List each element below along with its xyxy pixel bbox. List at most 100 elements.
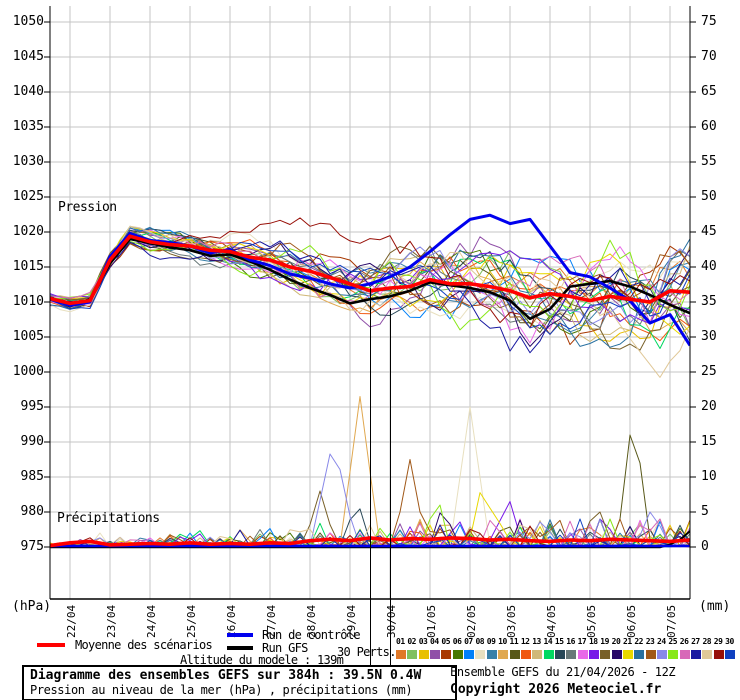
mean-legend-line — [37, 643, 65, 647]
pert-color-swatch — [509, 650, 520, 659]
precip-tick-label: 40 — [701, 259, 717, 274]
pressure-tick-label: 1005 — [12, 329, 44, 344]
pert-number: 19 — [600, 637, 609, 646]
pressure-tick-label: 990 — [20, 434, 44, 449]
pressure-tick-label: 1025 — [12, 189, 44, 204]
precip-tick-label: 45 — [701, 224, 717, 239]
pert-color-swatch — [498, 650, 509, 659]
diagram-title: Diagramme des ensembles GEFS sur 384h : … — [30, 668, 422, 683]
pert-color-swatch — [702, 650, 713, 659]
date-tick-label: 02/05 — [465, 604, 478, 638]
pert-number: 28 — [702, 637, 712, 646]
pert-color-swatch — [452, 650, 463, 659]
diagram-title-box: Diagramme des ensembles GEFS sur 384h : … — [22, 665, 457, 700]
time-marker-lines — [370, 288, 391, 666]
pert-number: 03 — [418, 637, 428, 646]
pert-number: 20 — [611, 637, 621, 646]
precipitation-section-label: Précipitations — [57, 511, 160, 526]
pert-color-swatch — [600, 650, 611, 659]
pressure-tick-label: 1050 — [12, 14, 44, 29]
pert-number: 11 — [509, 637, 519, 646]
pert-color-swatch — [396, 650, 406, 659]
pert-number: 18 — [588, 637, 598, 646]
pert-color-swatch — [634, 650, 645, 659]
pert-color-swatch — [418, 650, 429, 659]
pert-number: 08 — [475, 637, 485, 646]
pert-number: 22 — [634, 637, 643, 646]
pert-number: 09 — [486, 637, 496, 646]
pert-color-swatch — [486, 650, 497, 659]
mean-legend-label: Moyenne des scénarios — [75, 638, 213, 652]
pert-color-swatch — [430, 650, 441, 659]
pressure-tick-label: 1035 — [12, 119, 44, 134]
pert-number: 10 — [498, 637, 507, 646]
date-tick-label: 25/04 — [185, 604, 198, 638]
pert-number: 04 — [430, 637, 439, 646]
pressure-tick-label: 1045 — [12, 49, 44, 64]
gfs-legend-label: Run GFS — [262, 641, 308, 655]
pert-color-swatch — [464, 650, 475, 659]
pert-number: 01 — [396, 637, 405, 646]
precip-tick-label: 15 — [701, 434, 717, 449]
date-tick-label: 04/05 — [545, 604, 558, 638]
pert-color-swatch — [566, 650, 577, 659]
pressure-tick-label: 1000 — [12, 364, 44, 379]
date-tick-label: 05/05 — [585, 604, 598, 638]
pert-number: 16 — [566, 637, 575, 646]
pert-number: 15 — [554, 637, 564, 646]
pressure-tick-label: 1015 — [12, 259, 44, 274]
pressure-tick-label: 985 — [20, 469, 44, 484]
pert-color-swatch — [657, 650, 668, 659]
precip-tick-label: 10 — [701, 469, 717, 484]
right-axis-unit: (mm) — [699, 599, 731, 614]
pert-color-swatch — [668, 650, 679, 659]
pert-number: 17 — [577, 637, 587, 646]
pressure-tick-label: 1040 — [12, 84, 44, 99]
pert-color-swatch — [407, 650, 418, 659]
pert-number: 30 — [725, 637, 734, 646]
pressure-tick-label: 995 — [20, 399, 44, 414]
control-legend-line — [227, 633, 253, 637]
run-info-label: Ensemble GEFS du 21/04/2026 - 12Z — [450, 665, 676, 679]
date-tick-label: 24/04 — [145, 604, 158, 638]
pert-color-swatch — [679, 650, 690, 659]
perts-count-label: 30 Perts. — [337, 645, 396, 659]
date-tick-label: 07/05 — [665, 604, 678, 638]
precip-tick-label: 5 — [701, 504, 709, 519]
pert-number: 07 — [464, 637, 473, 646]
pressure-tick-label: 975 — [20, 539, 44, 554]
pert-number: 29 — [713, 637, 723, 646]
model-altitude-label: Altitude du modele : 139m — [180, 653, 344, 667]
pert-number: 21 — [623, 637, 632, 646]
date-tick-label: 01/05 — [425, 604, 438, 638]
pert-number: 24 — [657, 637, 666, 646]
pert-number: 12 — [520, 637, 530, 646]
date-tick-label: 03/05 — [505, 604, 518, 638]
control-legend-label: Run de contrôle — [262, 628, 361, 642]
date-tick-label: 30/04 — [385, 604, 398, 638]
gfs-legend-line — [227, 646, 253, 650]
precip-tick-label: 30 — [701, 329, 717, 344]
pert-color-swatch — [713, 650, 724, 659]
precip-tick-label: 55 — [701, 154, 717, 169]
precip-tick-label: 0 — [701, 539, 709, 554]
pert-color-swatch — [532, 650, 543, 659]
pert-color-swatch — [475, 650, 486, 659]
left-axis-unit: (hPa) — [12, 599, 52, 614]
pert-pressure-line — [50, 240, 690, 354]
precip-tick-label: 35 — [701, 294, 717, 309]
pert-pressure-line — [50, 232, 690, 351]
precip-tick-label: 60 — [701, 119, 717, 134]
date-tick-label: 06/05 — [625, 604, 638, 638]
pert-number: 06 — [452, 637, 462, 646]
precip-tick-label: 65 — [701, 84, 717, 99]
pressure-tick-label: 1020 — [12, 224, 44, 239]
pert-color-swatch — [520, 650, 531, 659]
pert-number: 05 — [441, 637, 451, 646]
precip-tick-label: 20 — [701, 399, 717, 414]
pert-number: 23 — [645, 637, 655, 646]
pert-color-swatch — [543, 650, 554, 659]
pert-color-swatch — [725, 650, 736, 659]
pert-number: 14 — [543, 637, 553, 646]
